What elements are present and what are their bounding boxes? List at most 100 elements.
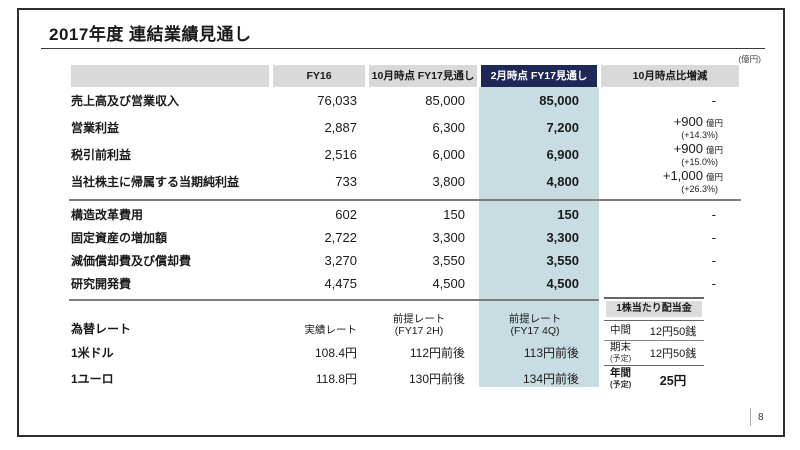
oct-forecast-value: 150 [443, 207, 465, 222]
group-separator [69, 199, 741, 201]
header-label-cell [71, 65, 269, 87]
fx-col-oct: 前提レート (FY17 2H) [367, 309, 479, 339]
feb-forecast-value: 85,000 [539, 93, 579, 108]
row-label: 売上高及び営業収入 [71, 94, 180, 108]
fx-currency-label: 1米ドル [71, 345, 114, 360]
table-row: 研究開発費 4,475 4,500 4,500 - [69, 272, 741, 295]
row-label: 固定資産の増加額 [71, 231, 168, 245]
dividend-annual-text: 年間 [610, 367, 631, 379]
fy16-value: 2,722 [324, 230, 357, 245]
fx-actual-value: 118.8円 [315, 371, 357, 386]
dividend-yearend-label: 期末 (予定) [610, 342, 646, 364]
feb-forecast-value: 4,500 [546, 276, 579, 291]
diff-value: - [711, 230, 716, 245]
diff-value: - [711, 253, 716, 268]
row-label: 研究開発費 [71, 277, 132, 291]
diff-value: +1,000 億円 (+26.3%) [599, 168, 741, 195]
feb-forecast-value: 7,200 [546, 120, 579, 135]
header-diff: 10月時点比増減 [601, 65, 739, 87]
fy16-value: 76,033 [317, 93, 357, 108]
row-label: 営業利益 [71, 121, 120, 135]
fx-col-feb-line2: (FY17 4Q) [510, 325, 560, 337]
dividend-interim-label: 中間 [610, 324, 631, 336]
group-separator [69, 299, 599, 301]
table-row: 売上高及び営業収入 76,033 85,000 85,000 - [69, 87, 741, 114]
dividend-interim-value: 12円50銭 [649, 325, 697, 338]
feb-forecast-value: 6,900 [546, 147, 579, 162]
fx-col-oct-line2: (FY17 2H) [394, 325, 444, 337]
fx-row: 1ユーロ 118.8円 130円前後 134円前後 [69, 365, 741, 391]
fx-col-oct-line1: 前提レート [392, 313, 446, 325]
dividend-row-interim: 中間 12円50銭 [604, 321, 704, 340]
oct-forecast-value: 4,500 [432, 276, 465, 291]
oct-forecast-value: 3,550 [432, 253, 465, 268]
fx-feb-value: 113円前後 [523, 345, 579, 360]
fx-oct-value: 130円前後 [408, 371, 465, 386]
oct-forecast-value: 3,800 [432, 174, 465, 189]
header-oct-forecast: 10月時点 FY17見通し [369, 65, 477, 87]
results-table: FY16 10月時点 FY17見通し 2月時点 FY17見通し 10月時点比増減… [69, 65, 741, 391]
row-label: 税引前利益 [71, 148, 132, 162]
page-number-divider [750, 408, 751, 426]
fx-oct-value: 112円前後 [409, 345, 465, 360]
table-row: 税引前利益 2,516 6,000 6,900 +900 億円 (+15.0%) [69, 141, 741, 168]
feb-forecast-value: 3,300 [546, 230, 579, 245]
unit-note: (億円) [738, 54, 761, 64]
fy16-value: 733 [335, 174, 357, 189]
dividend-yearend-text: 期末 [610, 341, 631, 353]
fx-currency-label: 1ユーロ [71, 371, 114, 386]
fy16-value: 3,270 [324, 253, 357, 268]
dividend-annual-value: 25円 [659, 373, 687, 388]
highlight-column-background [479, 87, 599, 387]
table-row: 固定資産の増加額 2,722 3,300 3,300 - [69, 226, 741, 249]
fx-col-feb-line1: 前提レート [508, 313, 562, 325]
table-row: 構造改革費用 602 150 150 - [69, 203, 741, 226]
diff-unit: 億円 [705, 117, 723, 128]
dividend-row-annual: 年間 (予定) 25円 [604, 365, 704, 392]
fx-feb-value: 134円前後 [522, 371, 579, 386]
oct-forecast-value: 3,300 [432, 230, 465, 245]
title-underline [41, 48, 765, 49]
fx-section-label: 為替レート [71, 322, 132, 336]
fx-actual-value: 108.4円 [314, 345, 357, 360]
page-number: 8 [758, 412, 764, 423]
diff-value: +900 億円 (+14.3%) [599, 114, 741, 141]
oct-forecast-value: 85,000 [425, 93, 465, 108]
diff-percent: (+26.3%) [681, 183, 718, 194]
diff-percent: (+14.3%) [681, 129, 718, 140]
row-label: 当社株主に帰属する当期純利益 [71, 175, 240, 189]
oct-forecast-value: 6,000 [432, 147, 465, 162]
dividend-yearend-value: 12円50銭 [649, 348, 697, 360]
diff-percent: (+15.0%) [681, 156, 718, 167]
dividend-divider [604, 320, 704, 321]
diff-amount: +900 [673, 140, 703, 156]
dividend-title: 1株当たり配当金 [606, 301, 702, 317]
diff-unit: 億円 [705, 171, 723, 182]
diff-amount: +900 [673, 113, 703, 129]
fy16-value: 4,475 [324, 276, 357, 291]
diff-value: - [711, 93, 716, 108]
table-row: 当社株主に帰属する当期純利益 733 3,800 4,800 +1,000 億円 … [69, 168, 741, 195]
dividend-annual-sub: (予定) [610, 380, 632, 389]
table-header-row: FY16 10月時点 FY17見通し 2月時点 FY17見通し 10月時点比増減 [69, 65, 741, 87]
fy16-value: 2,516 [324, 147, 357, 162]
feb-forecast-value: 3,550 [546, 253, 579, 268]
dividend-yearend-sub: (予定) [610, 354, 632, 363]
oct-forecast-value: 6,300 [432, 120, 465, 135]
diff-value: +900 億円 (+15.0%) [599, 141, 741, 168]
row-label: 構造改革費用 [71, 208, 144, 222]
fx-header-row: 為替レート 実績レート 前提レート (FY17 2H) 前提レート (FY17 … [69, 309, 741, 339]
slide-frame: 2017年度 連結業績見通し (億円) FY16 10月時点 FY17見通し 2… [17, 8, 785, 437]
feb-forecast-value: 150 [557, 207, 579, 222]
row-label: 減価償却費及び償却費 [71, 254, 192, 268]
table-row: 営業利益 2,887 6,300 7,200 +900 億円 (+14.3%) [69, 114, 741, 141]
fx-row: 1米ドル 108.4円 112円前後 113円前後 [69, 339, 741, 365]
header-fy16: FY16 [273, 65, 365, 87]
dividend-annual-label: 年間 (予定) [610, 368, 646, 390]
dividend-box: 1株当たり配当金 中間 12円50銭 期末 (予定) 12円50銭 年間 (予定) … [604, 297, 704, 392]
fx-col-feb: 前提レート (FY17 4Q) [479, 309, 599, 339]
fy16-value: 602 [335, 207, 357, 222]
diff-amount: +1,000 [662, 167, 703, 183]
table-row: 減価償却費及び償却費 3,270 3,550 3,550 - [69, 249, 741, 272]
page-title: 2017年度 連結業績見通し [49, 25, 252, 44]
